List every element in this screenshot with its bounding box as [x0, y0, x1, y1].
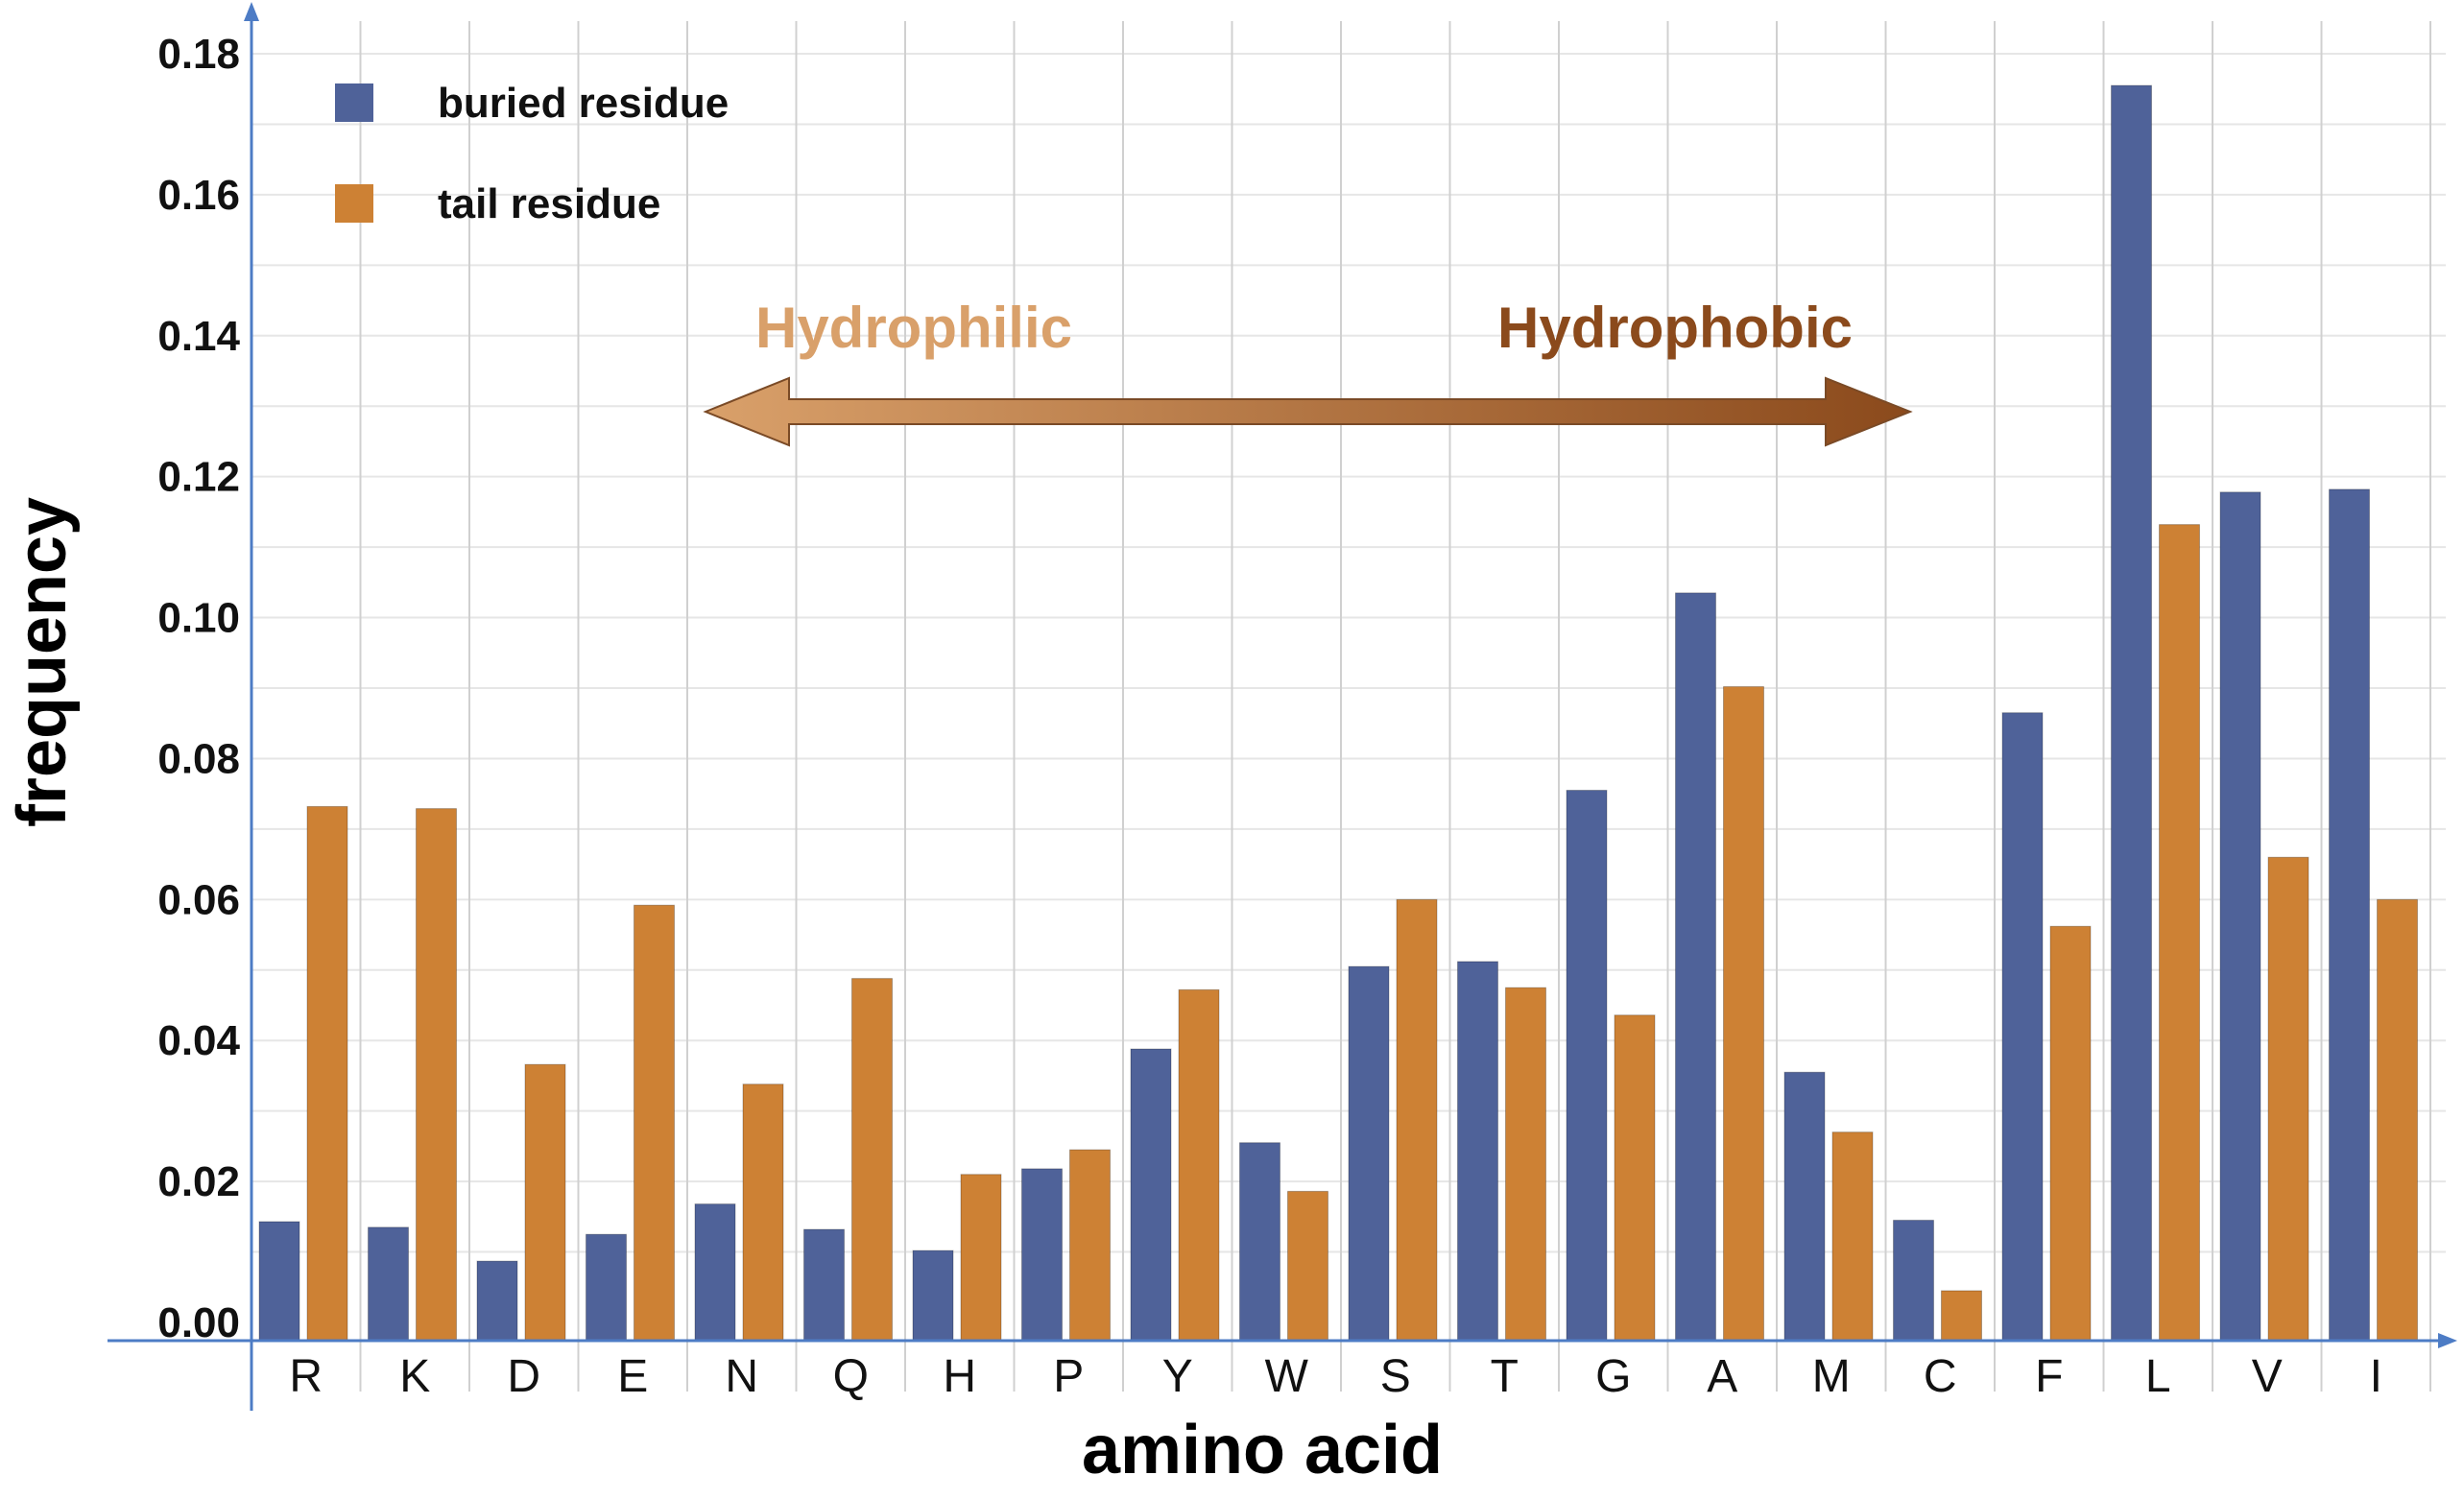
bar-tail-E: [634, 904, 675, 1342]
bar-tail-T: [1505, 987, 1546, 1342]
x-tick-label: D: [507, 1351, 540, 1402]
legend-swatch-buried: [335, 83, 373, 122]
bar-tail-W: [1287, 1190, 1328, 1342]
y-tick-label: 0.10: [157, 595, 240, 642]
bar-buried-K: [368, 1226, 409, 1342]
y-axis-arrowhead: [244, 2, 259, 21]
y-axis-title: frequency: [4, 497, 81, 827]
bar-buried-P: [1021, 1168, 1063, 1342]
x-tick-label: M: [1812, 1351, 1851, 1402]
x-axis-arrowhead: [2438, 1333, 2457, 1348]
bar-tail-M: [1831, 1131, 1874, 1342]
x-tick-label: G: [1595, 1351, 1631, 1402]
bar-tail-G: [1614, 1014, 1656, 1342]
bar-tail-S: [1396, 898, 1438, 1342]
bar-tail-V: [2267, 856, 2309, 1342]
x-axis-title: amino acid: [1082, 1412, 1443, 1488]
hydrophobicity-annotation: Hydrophilic Hydrophobic: [703, 296, 1913, 447]
legend-label-tail: tail residue: [438, 180, 660, 227]
x-tick-label: L: [2145, 1351, 2171, 1402]
x-tick-label: R: [289, 1351, 323, 1402]
x-tick-label: Y: [1162, 1351, 1193, 1402]
legend-swatch-tail: [335, 184, 373, 223]
y-tick-label: 0.06: [157, 876, 240, 923]
x-tick-label: S: [1380, 1351, 1411, 1402]
x-tick-label: A: [1707, 1351, 1737, 1402]
axes: [108, 2, 2457, 1411]
x-tick-label: E: [617, 1351, 648, 1402]
double-arrow: [703, 376, 1913, 447]
bars: [258, 84, 2418, 1342]
bar-tail-A: [1723, 686, 1764, 1342]
x-tick-label: C: [1924, 1351, 1957, 1402]
x-tick-label: V: [2252, 1351, 2283, 1402]
bar-buried-Q: [803, 1228, 845, 1342]
bar-buried-N: [694, 1203, 736, 1342]
bar-buried-V: [2219, 491, 2261, 1342]
x-tick-label: P: [1053, 1351, 1084, 1402]
bar-buried-W: [1239, 1142, 1280, 1342]
y-tick-label: 0.14: [157, 313, 240, 360]
bar-buried-I: [2329, 488, 2370, 1342]
x-tick-label: Q: [833, 1351, 869, 1402]
bar-buried-R: [258, 1221, 300, 1342]
y-tick-label: 0.12: [157, 454, 240, 501]
bar-buried-F: [2001, 712, 2044, 1342]
bar-tail-Q: [851, 978, 893, 1342]
x-tick-label: T: [1491, 1351, 1519, 1402]
y-tick-label: 0.08: [157, 735, 240, 782]
y-tick-label: 0.18: [157, 31, 240, 78]
y-tick-label: 0.02: [157, 1158, 240, 1205]
x-tick-label: H: [943, 1351, 976, 1402]
bar-buried-H: [912, 1249, 954, 1342]
y-tick-label: 0.16: [157, 172, 240, 219]
bar-tail-H: [960, 1174, 1002, 1342]
legend: buried residue tail residue: [335, 80, 729, 227]
bar-tail-N: [742, 1083, 784, 1342]
bar-buried-L: [2111, 84, 2152, 1342]
bar-buried-T: [1457, 961, 1498, 1342]
x-tick-label: I: [2370, 1351, 2382, 1402]
bar-tail-D: [524, 1063, 566, 1342]
bar-buried-A: [1675, 592, 1716, 1342]
bar-buried-M: [1783, 1071, 1826, 1342]
x-tick-label: W: [1265, 1351, 1309, 1402]
bar-tail-C: [1941, 1290, 1982, 1342]
bar-tail-R: [306, 805, 348, 1342]
bar-buried-Y: [1130, 1048, 1172, 1342]
hydrophobic-label: Hydrophobic: [1497, 296, 1853, 360]
bar-tail-I: [2377, 898, 2418, 1342]
bar-buried-S: [1348, 965, 1390, 1342]
bar-tail-F: [2049, 925, 2092, 1342]
bar-buried-C: [1893, 1220, 1934, 1342]
x-tick-label: N: [725, 1351, 758, 1402]
bar-buried-D: [476, 1260, 518, 1342]
bar-tail-K: [416, 808, 457, 1342]
y-tick-labels: 0.00 0.02 0.04 0.06 0.08 0.10 0.12 0.14 0.16 0.18: [157, 31, 240, 1346]
bar-tail-P: [1069, 1149, 1111, 1342]
bar-buried-G: [1566, 789, 1608, 1342]
bar-tail-L: [2159, 524, 2200, 1342]
legend-label-buried: buried residue: [438, 80, 729, 127]
bar-buried-E: [586, 1233, 627, 1342]
y-tick-label: 0.00: [157, 1299, 240, 1346]
y-tick-label: 0.04: [157, 1017, 240, 1064]
bar-tail-Y: [1178, 988, 1220, 1342]
x-tick-label: K: [399, 1351, 430, 1402]
x-tick-label: F: [2035, 1351, 2063, 1402]
hydrophilic-label: Hydrophilic: [755, 296, 1072, 360]
